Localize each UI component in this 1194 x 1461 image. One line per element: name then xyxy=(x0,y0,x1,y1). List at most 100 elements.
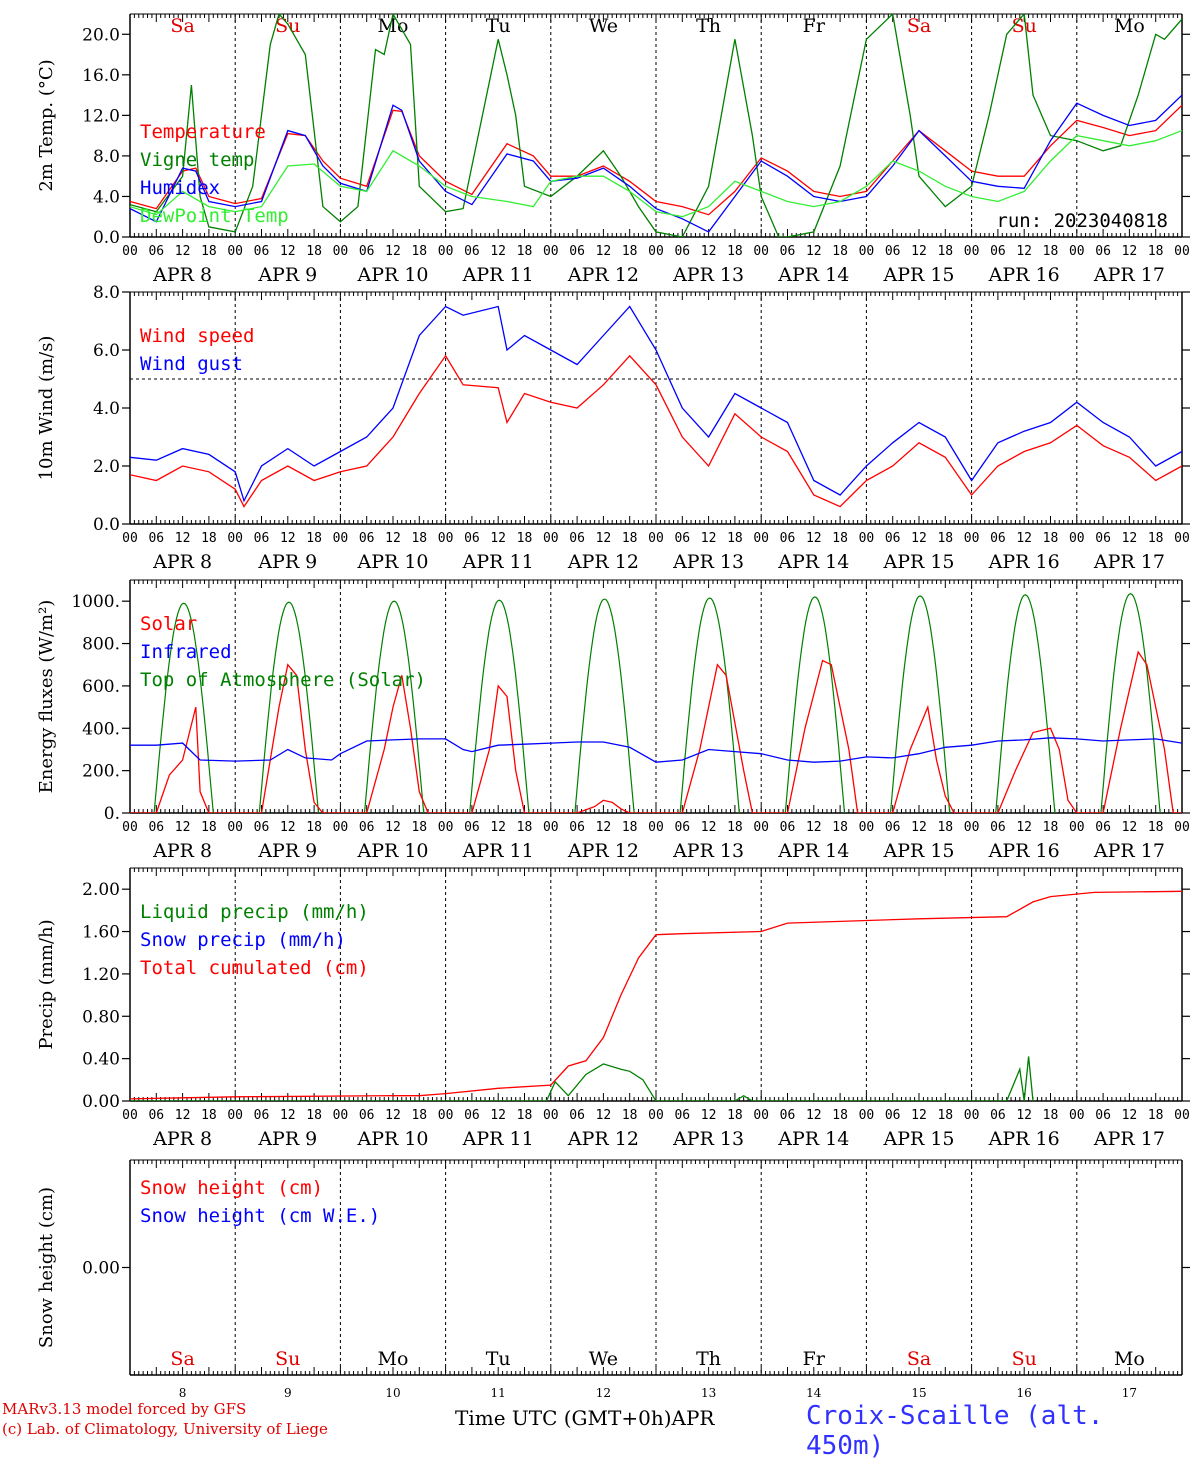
hour-tick-label: 12 xyxy=(911,820,927,835)
date-label: APR 15 xyxy=(882,551,954,573)
hour-tick-label: 18 xyxy=(306,531,322,546)
plot-area xyxy=(130,305,1182,508)
date-label: APR 12 xyxy=(567,840,639,862)
hour-tick-label: 12 xyxy=(175,244,191,259)
date-label: APR 13 xyxy=(672,264,744,286)
hour-tick-label: 06 xyxy=(990,531,1006,546)
y-tick-label: 0. xyxy=(104,804,120,824)
hour-tick-label: 18 xyxy=(411,1108,427,1123)
hour-tick-label: 12 xyxy=(175,820,191,835)
day-number: 12 xyxy=(596,1386,611,1400)
hour-tick-label: 18 xyxy=(622,820,638,835)
hour-tick-label: 00 xyxy=(753,820,769,835)
panel-snow: 0.00 Snow height (cm) Sa 8 Su 9 Mo 10 Tu 11 We 12 Th… xyxy=(36,1159,1190,1400)
hour-tick-label: 12 xyxy=(1122,820,1138,835)
y-tick-label: 8.0 xyxy=(93,147,120,167)
date-label: APR 9 xyxy=(257,1128,317,1150)
date-label: APR 11 xyxy=(462,1128,534,1150)
series-vigne-temp xyxy=(130,14,1182,237)
run-label: run: 2023040818 xyxy=(996,210,1168,232)
day-name: We xyxy=(589,1348,618,1370)
hour-tick-label: 18 xyxy=(411,820,427,835)
hour-tick-label: 06 xyxy=(885,244,901,259)
hour-tick-label: 06 xyxy=(464,244,480,259)
day-name: Mo xyxy=(1114,15,1145,37)
day-name: Mo xyxy=(378,15,409,37)
hour-tick-label: 18 xyxy=(201,531,217,546)
hour-tick-label: 00 xyxy=(648,531,664,546)
hour-tick-label: 06 xyxy=(674,820,690,835)
hour-tick-label: 00 xyxy=(122,820,138,835)
hour-tick-label: 12 xyxy=(385,531,401,546)
hour-tick-label: 12 xyxy=(385,1108,401,1123)
hour-tick-label: 12 xyxy=(806,1108,822,1123)
day-name: Sa xyxy=(907,1348,931,1370)
hour-tick-label: 06 xyxy=(780,1108,796,1123)
day-name: Su xyxy=(275,15,300,37)
day-number: 11 xyxy=(491,1386,506,1400)
hour-tick-label: 12 xyxy=(490,531,506,546)
date-label: APR 12 xyxy=(567,264,639,286)
y-tick-label: 0.80 xyxy=(82,1007,120,1027)
y-tick-label: 2.0 xyxy=(93,457,120,477)
hour-tick-label: 06 xyxy=(359,820,375,835)
day-name: Su xyxy=(1012,1348,1037,1370)
hour-tick-label: 06 xyxy=(1095,531,1111,546)
hour-tick-label: 18 xyxy=(201,1108,217,1123)
hour-tick-label: 12 xyxy=(280,244,296,259)
series-wind-gust xyxy=(130,305,1182,503)
series-top-of-atmosphere xyxy=(153,593,1161,813)
day-number: 10 xyxy=(385,1386,400,1400)
legend-entry: DewPoint Temp xyxy=(140,205,289,227)
hour-tick-label: 18 xyxy=(1148,531,1164,546)
day-number: 14 xyxy=(806,1386,822,1400)
date-label: APR 17 xyxy=(1093,551,1165,573)
date-label: APR 16 xyxy=(988,840,1060,862)
hour-tick-label: 00 xyxy=(438,244,454,259)
hour-tick-label: 18 xyxy=(306,244,322,259)
hour-tick-label: 12 xyxy=(701,820,717,835)
date-label: APR 16 xyxy=(988,264,1060,286)
y-tick-label: 8.0 xyxy=(93,283,120,303)
day-number: 8 xyxy=(179,1386,187,1400)
hour-tick-label: 00 xyxy=(964,244,980,259)
series-liquid-precip-mm-h xyxy=(130,1056,1034,1101)
hour-tick-label: 12 xyxy=(175,1108,191,1123)
hour-tick-label: 00 xyxy=(1069,1108,1085,1123)
hour-tick-label: 18 xyxy=(832,1108,848,1123)
hour-tick-label: 00 xyxy=(333,531,349,546)
hour-tick-label: 18 xyxy=(832,820,848,835)
series-infrared xyxy=(130,737,1182,763)
day-name: Tu xyxy=(486,15,511,37)
hour-tick-label: 00 xyxy=(438,531,454,546)
hour-tick-label: 18 xyxy=(411,531,427,546)
legend-entry: Humidex xyxy=(140,177,220,199)
hour-tick-label: 12 xyxy=(701,531,717,546)
hour-tick-label: 18 xyxy=(1043,244,1059,259)
date-label: APR 14 xyxy=(777,551,849,573)
hour-tick-label: 12 xyxy=(701,244,717,259)
date-label: APR 12 xyxy=(567,1128,639,1150)
hour-tick-label: 00 xyxy=(964,820,980,835)
panel-energy: 0. 200. 400. 600. 800. 1000. Energy fluxes (W/… xyxy=(36,579,1190,862)
day-name: Fr xyxy=(803,15,826,37)
day-number: 15 xyxy=(911,1386,926,1400)
hour-tick-label: 06 xyxy=(464,531,480,546)
hour-tick-label: 06 xyxy=(254,244,270,259)
legend-entry: Snow height (cm) xyxy=(140,1177,323,1199)
hour-tick-label: 18 xyxy=(1148,820,1164,835)
date-label: APR 17 xyxy=(1093,264,1165,286)
hour-tick-label: 18 xyxy=(1043,531,1059,546)
hour-tick-label: 00 xyxy=(1174,820,1190,835)
hour-tick-label: 18 xyxy=(517,531,533,546)
hour-tick-label: 06 xyxy=(569,1108,585,1123)
hour-tick-label: 18 xyxy=(1148,244,1164,259)
y-tick-label: 4.0 xyxy=(93,399,120,419)
y-tick-label: 2.00 xyxy=(82,880,120,900)
date-label: APR 14 xyxy=(777,264,849,286)
legend-entry: Wind speed xyxy=(140,325,254,347)
date-label: APR 15 xyxy=(882,264,954,286)
hour-tick-label: 18 xyxy=(832,244,848,259)
y-tick-label: 0.0 xyxy=(93,515,120,535)
